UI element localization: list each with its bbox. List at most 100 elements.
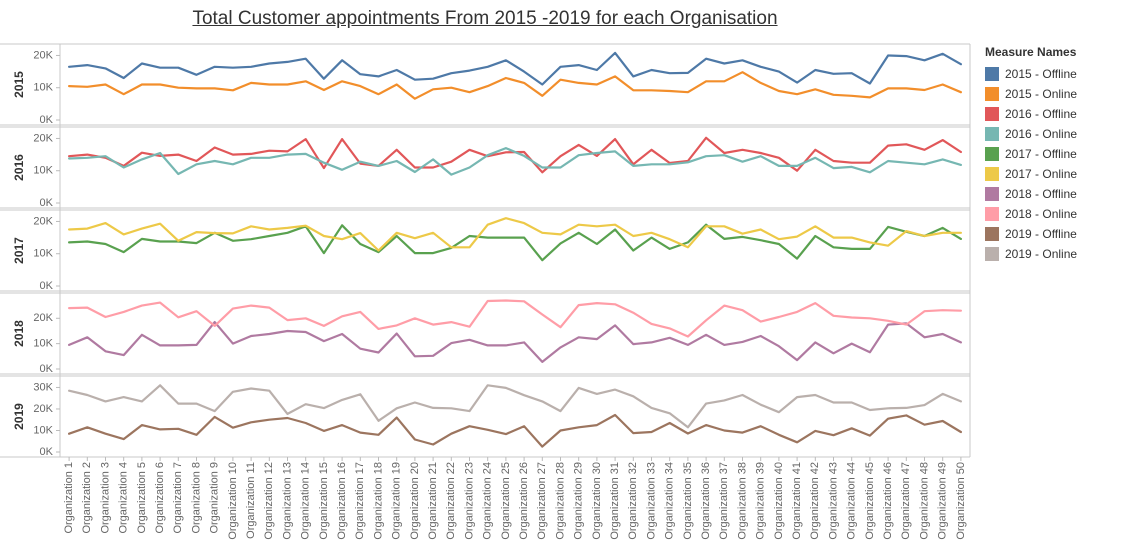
legend-label: 2017 - Online bbox=[1005, 167, 1078, 181]
x-tick-label: Organization 15 bbox=[318, 462, 330, 540]
x-tick-label: Organization 46 bbox=[882, 462, 894, 540]
x-tick-label: Organization 12 bbox=[263, 462, 275, 540]
x-tick-label: Organization 37 bbox=[718, 462, 730, 540]
y-tick-label: 10K bbox=[33, 338, 53, 350]
x-tick-label: Organization 7 bbox=[172, 462, 184, 534]
series-line-2016-online bbox=[67, 147, 963, 176]
legend-item[interactable]: 2016 - Online bbox=[985, 124, 1120, 144]
x-tick-label: Organization 20 bbox=[409, 462, 421, 540]
x-tick-label: Organization 28 bbox=[554, 462, 566, 540]
x-tick-label: Organization 43 bbox=[827, 462, 839, 540]
x-tick-label: Organization 42 bbox=[809, 462, 821, 540]
x-tick-label: Organization 49 bbox=[937, 462, 949, 540]
x-tick-label: Organization 27 bbox=[536, 462, 548, 540]
y-tick-label: 20K bbox=[33, 215, 53, 227]
legend-swatch bbox=[985, 67, 999, 81]
legend-item[interactable]: 2015 - Online bbox=[985, 84, 1120, 104]
x-tick-label: Organization 8 bbox=[190, 462, 202, 534]
legend-item[interactable]: 2019 - Online bbox=[985, 244, 1120, 264]
x-tick-label: Organization 26 bbox=[518, 462, 530, 540]
chart-canvas: 2015 0K 10K 20K 2016 0K 10K 20K 2017 0K 10K 20K 2018… bbox=[0, 43, 971, 540]
series-line-2019-offline bbox=[67, 413, 963, 448]
y-tick-label: 0K bbox=[40, 280, 54, 292]
legend-swatch bbox=[985, 87, 999, 101]
x-tick-label: Organization 39 bbox=[755, 462, 767, 540]
legend-title: Measure Names bbox=[985, 45, 1077, 59]
x-tick-label: Organization 6 bbox=[154, 462, 166, 534]
legend-label: 2016 - Offline bbox=[1005, 107, 1077, 121]
legend-item[interactable]: 2016 - Offline bbox=[985, 104, 1120, 124]
x-tick-label: Organization 5 bbox=[136, 462, 148, 534]
x-tick-label: Organization 19 bbox=[391, 462, 403, 540]
x-tick-label: Organization 48 bbox=[918, 462, 930, 540]
series-line-2015-offline bbox=[67, 51, 963, 86]
legend-swatch bbox=[985, 187, 999, 201]
x-tick-label: Organization 23 bbox=[463, 462, 475, 540]
legend-item[interactable]: 2018 - Online bbox=[985, 204, 1120, 224]
row-label-2015: 2015 bbox=[12, 71, 26, 98]
x-tick-label: Organization 2 bbox=[81, 462, 93, 534]
x-tick-label: Organization 50 bbox=[955, 462, 967, 540]
legend-item[interactable]: 2019 - Offline bbox=[985, 224, 1120, 244]
row-label-2016: 2016 bbox=[12, 154, 26, 181]
y-tick-label: 10K bbox=[33, 424, 53, 436]
x-tick-label: Organization 32 bbox=[627, 462, 639, 540]
x-tick-label: Organization 45 bbox=[864, 462, 876, 540]
x-tick-label: Organization 33 bbox=[645, 462, 657, 540]
legend-label: 2018 - Online bbox=[1005, 207, 1078, 221]
legend-item[interactable]: 2018 - Offline bbox=[985, 184, 1120, 204]
legend-item[interactable]: 2015 - Offline bbox=[985, 64, 1120, 84]
series-line-2016-offline bbox=[67, 136, 963, 174]
x-tick-label: Organization 24 bbox=[482, 462, 494, 540]
row-label-2019: 2019 bbox=[12, 403, 26, 430]
legend-label: 2017 - Offline bbox=[1005, 147, 1077, 161]
legend-swatch bbox=[985, 207, 999, 221]
x-tick-label: Organization 11 bbox=[245, 462, 257, 539]
y-tick-label: 0K bbox=[40, 363, 54, 375]
x-tick-label: Organization 21 bbox=[427, 462, 439, 540]
x-tick-label: Organization 38 bbox=[736, 462, 748, 540]
series-line-2018-offline bbox=[67, 321, 963, 363]
chart-title: Total Customer appointments From 2015 -2… bbox=[192, 8, 778, 29]
series-line-2017-online bbox=[67, 217, 963, 252]
legend-item[interactable]: 2017 - Online bbox=[985, 164, 1120, 184]
series-line-2018-online bbox=[67, 299, 963, 338]
y-tick-label: 20K bbox=[33, 403, 53, 415]
x-tick-label: Organization 34 bbox=[664, 462, 676, 540]
x-tick-label: Organization 25 bbox=[500, 462, 512, 540]
x-tick-label: Organization 1 bbox=[63, 462, 75, 534]
legend-swatch bbox=[985, 147, 999, 161]
series-line-2019-online bbox=[67, 384, 963, 429]
y-tick-label: 10K bbox=[33, 248, 53, 260]
y-tick-label: 30K bbox=[33, 381, 53, 393]
x-tick-label: Organization 10 bbox=[227, 462, 239, 540]
series-line-2017-offline bbox=[67, 223, 963, 262]
x-tick-label: Organization 22 bbox=[445, 462, 457, 540]
x-tick-label: Organization 14 bbox=[300, 462, 312, 540]
y-tick-label: 0K bbox=[40, 446, 54, 458]
x-tick-label: Organization 9 bbox=[209, 462, 221, 534]
row-label-2018: 2018 bbox=[12, 320, 26, 347]
legend-swatch bbox=[985, 167, 999, 181]
legend-swatch bbox=[985, 127, 999, 141]
y-tick-label: 20K bbox=[33, 132, 53, 144]
x-tick-label: Organization 47 bbox=[900, 462, 912, 540]
legend-label: 2016 - Online bbox=[1005, 127, 1078, 141]
y-tick-label: 0K bbox=[40, 114, 54, 126]
legend-item[interactable]: 2017 - Offline bbox=[985, 144, 1120, 164]
legend: Measure Names 2015 - Offline 2015 - Onlin… bbox=[985, 45, 1120, 264]
y-tick-label: 20K bbox=[33, 49, 53, 61]
legend-items: 2015 - Offline 2015 - Online 2016 - Offlin… bbox=[985, 64, 1120, 264]
y-tick-label: 20K bbox=[33, 312, 53, 324]
legend-label: 2015 - Online bbox=[1005, 87, 1078, 101]
legend-label: 2019 - Offline bbox=[1005, 227, 1077, 241]
legend-label: 2019 - Online bbox=[1005, 247, 1078, 261]
x-tick-label: Organization 17 bbox=[354, 462, 366, 540]
x-tick-label: Organization 30 bbox=[591, 462, 603, 540]
x-tick-label: Organization 36 bbox=[700, 462, 712, 540]
x-tick-label: Organization 13 bbox=[281, 462, 293, 540]
legend-label: 2015 - Offline bbox=[1005, 67, 1077, 81]
x-tick-label: Organization 41 bbox=[791, 462, 803, 540]
legend-swatch bbox=[985, 107, 999, 121]
x-tick-label: Organization 31 bbox=[609, 462, 621, 540]
